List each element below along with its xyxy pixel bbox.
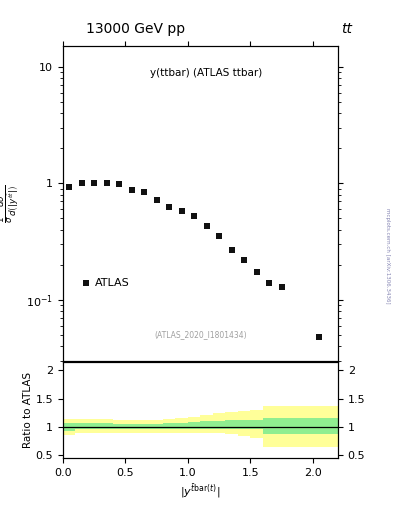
Legend: ATLAS: ATLAS bbox=[77, 273, 134, 292]
Text: mcplots.cern.ch [arXiv:1306.3436]: mcplots.cern.ch [arXiv:1306.3436] bbox=[385, 208, 390, 304]
Point bbox=[154, 196, 160, 204]
Point bbox=[116, 180, 122, 188]
Text: y(ttbar) (ATLAS ttbar): y(ttbar) (ATLAS ttbar) bbox=[150, 68, 262, 78]
Point bbox=[129, 186, 135, 195]
Point bbox=[178, 207, 185, 215]
Point bbox=[253, 267, 260, 275]
X-axis label: $|y^{\bar{t}\mathrm{bar}(t)}|$: $|y^{\bar{t}\mathrm{bar}(t)}|$ bbox=[180, 482, 220, 500]
Y-axis label: $\frac{1}{\sigma}\frac{d\sigma}{d\left(|y^{t\bar{t}}|\right)}$: $\frac{1}{\sigma}\frac{d\sigma}{d\left(|… bbox=[0, 184, 20, 223]
Point bbox=[241, 256, 247, 264]
Point bbox=[166, 203, 172, 211]
Point bbox=[79, 179, 85, 187]
Point bbox=[66, 183, 72, 191]
Point bbox=[266, 279, 272, 287]
Y-axis label: Ratio to ATLAS: Ratio to ATLAS bbox=[23, 372, 33, 448]
Point bbox=[204, 222, 210, 230]
Text: 13000 GeV pp: 13000 GeV pp bbox=[86, 22, 185, 36]
Point bbox=[191, 212, 197, 221]
Point bbox=[216, 232, 222, 241]
Point bbox=[103, 179, 110, 187]
Text: (ATLAS_2020_I1801434): (ATLAS_2020_I1801434) bbox=[154, 330, 247, 339]
Point bbox=[279, 283, 285, 291]
Point bbox=[316, 333, 322, 341]
Text: tt: tt bbox=[341, 22, 352, 36]
Point bbox=[91, 179, 97, 187]
Point bbox=[229, 246, 235, 254]
Point bbox=[141, 188, 147, 196]
